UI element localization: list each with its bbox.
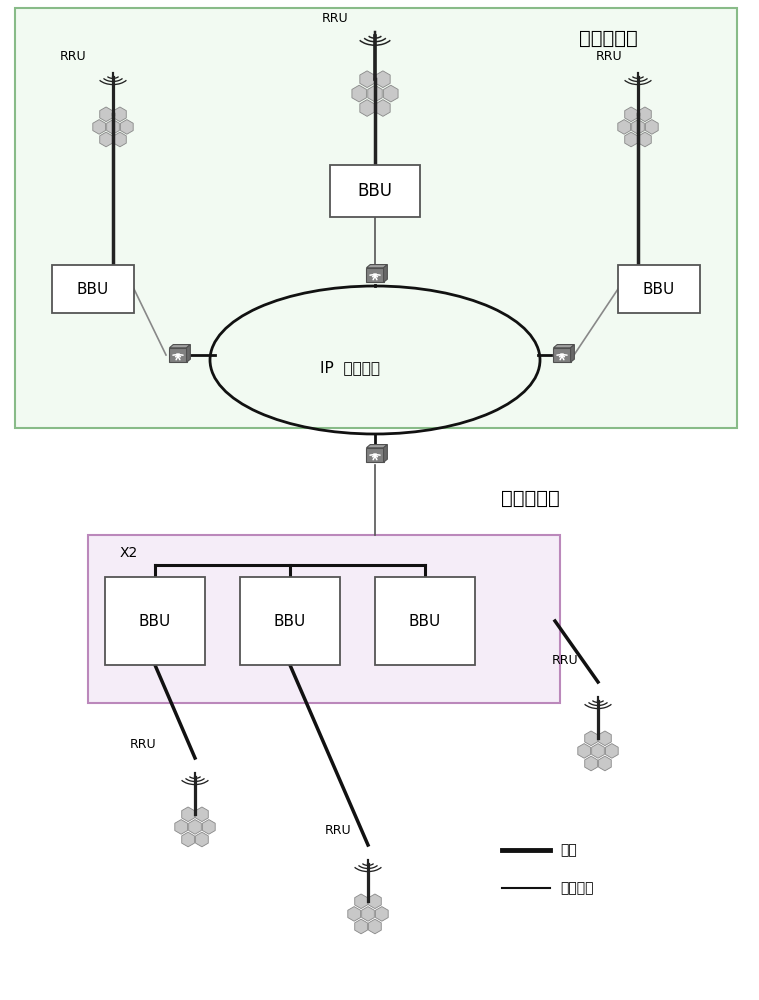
Text: RRU: RRU [552,654,578,666]
Polygon shape [367,265,387,268]
Polygon shape [383,445,387,462]
Polygon shape [93,120,106,134]
Polygon shape [99,107,112,122]
Polygon shape [578,744,591,758]
Text: BBU: BBU [357,182,392,200]
Polygon shape [599,756,611,771]
Text: IP  传输网綜: IP 传输网綜 [320,360,380,375]
Polygon shape [114,107,126,122]
Polygon shape [203,820,216,834]
Polygon shape [368,85,383,102]
Text: BBU: BBU [139,613,171,629]
Polygon shape [383,85,398,102]
Polygon shape [638,107,651,122]
FancyBboxPatch shape [618,265,700,313]
Polygon shape [553,345,575,348]
Text: 光纤: 光纤 [560,843,577,857]
Polygon shape [369,894,381,909]
Polygon shape [187,345,191,362]
FancyBboxPatch shape [240,577,340,665]
Polygon shape [367,448,383,462]
Polygon shape [646,120,658,134]
FancyBboxPatch shape [105,577,205,665]
Text: BBU: BBU [77,282,109,296]
Polygon shape [592,744,604,758]
Text: 传统连接: 传统连接 [560,881,594,895]
Polygon shape [189,820,201,834]
Text: RRU: RRU [322,11,348,24]
Text: 分布式组网: 分布式组网 [578,28,638,47]
Polygon shape [169,345,191,348]
Polygon shape [196,832,208,847]
Polygon shape [354,894,367,909]
Polygon shape [606,744,618,758]
Polygon shape [584,731,597,746]
Polygon shape [367,268,383,282]
FancyBboxPatch shape [375,577,475,665]
Polygon shape [121,120,133,134]
Polygon shape [181,832,194,847]
Polygon shape [376,71,390,88]
Text: RRU: RRU [325,824,351,836]
Polygon shape [169,348,187,362]
Polygon shape [631,120,644,134]
Polygon shape [114,132,126,147]
Polygon shape [352,85,367,102]
Text: BBU: BBU [274,613,306,629]
Polygon shape [362,907,374,921]
FancyBboxPatch shape [330,165,420,217]
FancyBboxPatch shape [88,535,560,703]
Polygon shape [367,445,387,448]
Text: 集中式组网: 集中式组网 [501,488,559,508]
Polygon shape [599,731,611,746]
FancyBboxPatch shape [52,265,134,313]
Polygon shape [376,907,388,921]
Polygon shape [376,100,390,116]
Polygon shape [625,132,638,147]
Polygon shape [360,71,374,88]
Polygon shape [553,348,571,362]
Polygon shape [107,120,119,134]
Text: X2: X2 [120,546,138,560]
Polygon shape [638,132,651,147]
Polygon shape [360,100,374,116]
Text: RRU: RRU [130,738,156,752]
Polygon shape [571,345,575,362]
Polygon shape [99,132,112,147]
Polygon shape [348,907,361,921]
Polygon shape [175,820,187,834]
Text: BBU: BBU [409,613,441,629]
Text: BBU: BBU [643,282,675,296]
Polygon shape [383,265,387,282]
Polygon shape [354,919,367,934]
Polygon shape [584,756,597,771]
Polygon shape [369,919,381,934]
Polygon shape [625,107,638,122]
Polygon shape [181,807,194,822]
Text: RRU: RRU [60,50,87,64]
FancyBboxPatch shape [15,8,737,428]
Text: RRU: RRU [596,50,622,64]
Polygon shape [618,120,631,134]
Polygon shape [196,807,208,822]
